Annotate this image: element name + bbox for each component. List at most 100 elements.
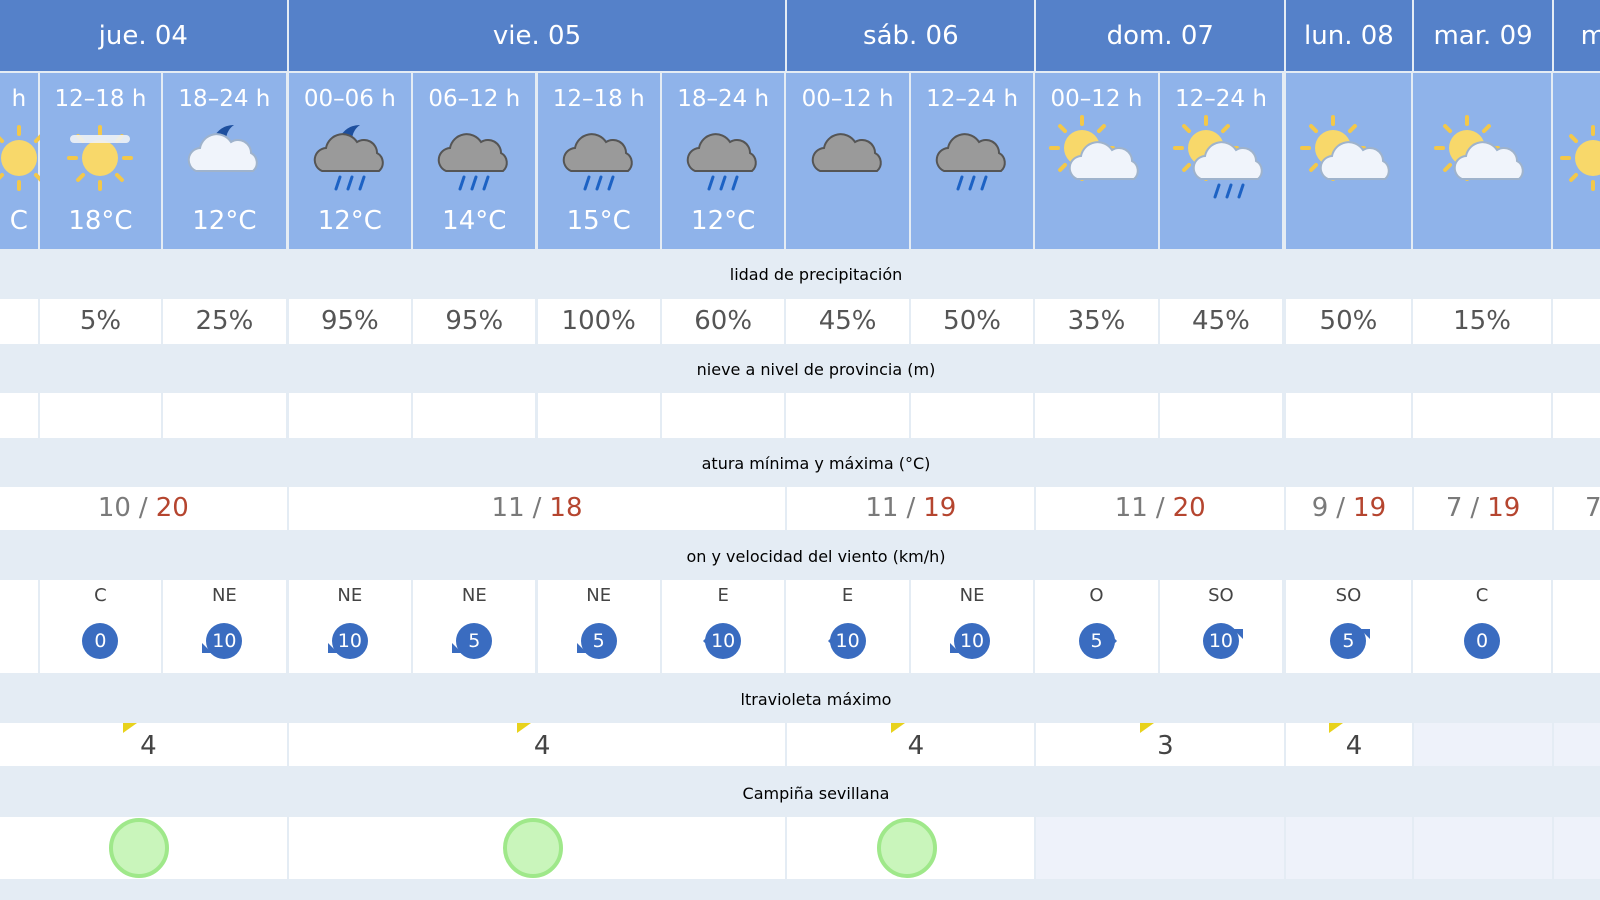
- period-label: 00–12 h: [801, 86, 894, 113]
- wind-speed: 10: [959, 629, 985, 652]
- section-label: nieve a nivel de provincia (m): [696, 359, 936, 379]
- period-label: 18–24 h: [178, 86, 271, 113]
- precip-cell: 60%: [661, 298, 785, 344]
- temp-separator: /: [1470, 493, 1480, 524]
- uv-cell: [0, 723, 287, 766]
- wind-badge: [950, 622, 991, 659]
- weather-icon: [935, 133, 1006, 191]
- wind-direction: NE: [337, 585, 363, 607]
- wind-cell: [1553, 580, 1600, 674]
- weather-icon: [67, 125, 134, 192]
- snow-cell: [1553, 392, 1600, 438]
- weather-icon: [313, 125, 384, 191]
- air-cell: [1286, 817, 1412, 880]
- air-quality-dot: [502, 817, 563, 878]
- wind-badge: [827, 622, 866, 659]
- period-label: 12–18 h: [552, 86, 645, 113]
- temp-min: 11: [865, 493, 899, 524]
- wind-direction: NE: [586, 585, 612, 607]
- snow-cell: [786, 392, 909, 438]
- wind-badge: [327, 622, 368, 659]
- period-temp: 18°C: [68, 206, 133, 237]
- weather-icon: [1172, 115, 1263, 199]
- precip-cell: 50%: [910, 298, 1034, 344]
- day-header: m: [1554, 0, 1600, 72]
- day-header: vie. 05: [288, 0, 786, 72]
- temp-max: 19: [1487, 493, 1521, 524]
- air-cell: [1413, 817, 1553, 880]
- air-cell: [1554, 817, 1600, 880]
- wind-speed: 10: [835, 629, 860, 652]
- wind-speed: 0: [1476, 629, 1489, 652]
- uv-cell: [288, 723, 786, 766]
- uv-cell: [787, 723, 1035, 766]
- wind-direction: E: [841, 585, 854, 607]
- weather-icon: [1048, 115, 1139, 182]
- section-label: atura mínima y máxima (°C): [701, 453, 931, 473]
- wind-speed: 10: [337, 629, 362, 652]
- period-temp: C: [9, 206, 28, 237]
- uv-marker: [1328, 723, 1343, 734]
- snow-cell: [163, 392, 286, 438]
- snow-cell: [288, 392, 412, 438]
- wind-direction: C: [1475, 585, 1489, 607]
- temp-cell: 7/19: [1413, 486, 1553, 531]
- wind-badge: [703, 622, 742, 659]
- period-temp: 12°C: [317, 206, 382, 237]
- precip-cell: 25%: [163, 298, 286, 344]
- weather-icon: [0, 125, 52, 192]
- precip-cell: 50%: [1286, 298, 1411, 344]
- weather-icon: [811, 133, 882, 173]
- snow-cell: [1159, 392, 1283, 438]
- period-label: 00–06 h: [303, 86, 396, 113]
- temp-min: 9: [1311, 493, 1329, 524]
- wind-speed: 10: [212, 629, 237, 652]
- uv-value: 4: [533, 730, 551, 761]
- precip-cell: 100%: [537, 298, 660, 344]
- temp-min: 7: [1445, 493, 1463, 524]
- temp-separator: /: [1336, 493, 1346, 524]
- temp-separator: /: [138, 493, 148, 524]
- temp-cell: 9/19: [1286, 486, 1412, 531]
- period-label: h: [11, 86, 27, 113]
- wind-direction: C: [94, 585, 107, 607]
- weather-icon: [188, 125, 259, 173]
- period-label: 12–24 h: [1174, 86, 1267, 113]
- temp-cell: 11/19: [787, 486, 1035, 531]
- wind-badge: [1330, 622, 1371, 659]
- wind-direction: E: [717, 585, 729, 607]
- precip-cell: 95%: [288, 298, 412, 344]
- section-label: lidad de precipitación: [729, 265, 903, 285]
- wind-speed: 10: [711, 629, 736, 652]
- temp-cell: 10/20: [0, 486, 287, 531]
- period-label: 12–18 h: [54, 86, 147, 113]
- day-header: lun. 08: [1286, 0, 1412, 72]
- wind-badge: [82, 622, 119, 659]
- period-label: 12–24 h: [926, 86, 1019, 113]
- wind-cell: [0, 580, 38, 674]
- temp-separator: /: [532, 493, 542, 524]
- day-header: mar. 09: [1413, 0, 1553, 72]
- wind-badge: [576, 622, 617, 659]
- temp-min: 10: [97, 493, 131, 524]
- uv-cell: [1554, 723, 1600, 766]
- uv-value: 4: [140, 730, 157, 761]
- weather-icon: [1300, 115, 1391, 182]
- wind-badge: [452, 622, 493, 659]
- section-label: on y velocidad del viento (km/h): [686, 546, 946, 566]
- uv-marker: [516, 723, 531, 734]
- wind-badge: [202, 622, 243, 659]
- period-temp: 15°C: [566, 206, 631, 237]
- wind-badge: [1202, 622, 1243, 659]
- temp-separator: /: [1155, 493, 1165, 524]
- temp-min: 11: [491, 493, 525, 524]
- uv-value: 4: [1345, 730, 1363, 761]
- wind-speed: 0: [94, 629, 107, 652]
- weather-icon: [562, 133, 633, 191]
- uv-cell: [1286, 723, 1412, 766]
- temp-min: 11: [1114, 493, 1148, 524]
- wind-badge: [1464, 622, 1501, 659]
- snow-cell: [1035, 392, 1158, 438]
- precip-cell: 95%: [413, 298, 536, 344]
